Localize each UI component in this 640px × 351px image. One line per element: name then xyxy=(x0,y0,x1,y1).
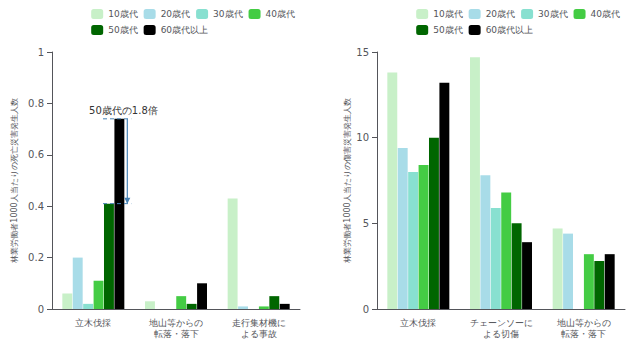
svg-text:50歳代の1.8倍: 50歳代の1.8倍 xyxy=(89,105,158,116)
svg-text:立木伐採: 立木伐採 xyxy=(400,318,436,328)
svg-text:林業労働者1000人当たりの傷害災害発生人数: 林業労働者1000人当たりの傷害災害発生人数 xyxy=(343,98,352,263)
svg-text:10歳代: 10歳代 xyxy=(108,9,137,19)
svg-text:50歳代: 50歳代 xyxy=(433,25,462,35)
svg-text:60歳代以上: 60歳代以上 xyxy=(161,25,208,35)
svg-text:0.8: 0.8 xyxy=(28,98,44,109)
svg-text:30歳代: 30歳代 xyxy=(213,9,242,19)
svg-text:0: 0 xyxy=(363,304,369,315)
svg-text:転落・落下: 転落・落下 xyxy=(561,329,606,339)
svg-text:0.4: 0.4 xyxy=(28,201,44,212)
svg-text:40歳代: 40歳代 xyxy=(591,9,620,19)
svg-text:0.2: 0.2 xyxy=(28,252,44,263)
svg-text:60歳代以上: 60歳代以上 xyxy=(486,25,533,35)
svg-text:5: 5 xyxy=(363,218,369,229)
svg-text:20歳代: 20歳代 xyxy=(486,9,515,19)
svg-text:チェーンソーに: チェーンソーに xyxy=(470,318,533,328)
svg-text:走行集材機に: 走行集材機に xyxy=(232,318,286,328)
svg-text:立木伐採: 立木伐採 xyxy=(75,318,111,328)
svg-text:40歳代: 40歳代 xyxy=(266,9,295,19)
svg-text:20歳代: 20歳代 xyxy=(161,9,190,19)
svg-text:よる切傷: よる切傷 xyxy=(483,329,519,339)
svg-text:30歳代: 30歳代 xyxy=(538,9,567,19)
svg-text:地山等からの: 地山等からの xyxy=(556,318,611,328)
svg-text:よる事故: よる事故 xyxy=(241,329,277,339)
svg-text:10歳代: 10歳代 xyxy=(433,9,462,19)
svg-text:転落・落下: 転落・落下 xyxy=(154,329,199,339)
svg-text:50歳代: 50歳代 xyxy=(108,25,137,35)
svg-text:0.6: 0.6 xyxy=(28,149,44,160)
svg-text:10: 10 xyxy=(356,132,369,143)
svg-text:1: 1 xyxy=(38,47,44,58)
svg-text:0: 0 xyxy=(38,304,44,315)
svg-text:地山等からの: 地山等からの xyxy=(148,318,203,328)
svg-text:林業労働者1000人当たりの死亡災害発生人数: 林業労働者1000人当たりの死亡災害発生人数 xyxy=(10,98,19,263)
svg-text:15: 15 xyxy=(356,47,369,58)
